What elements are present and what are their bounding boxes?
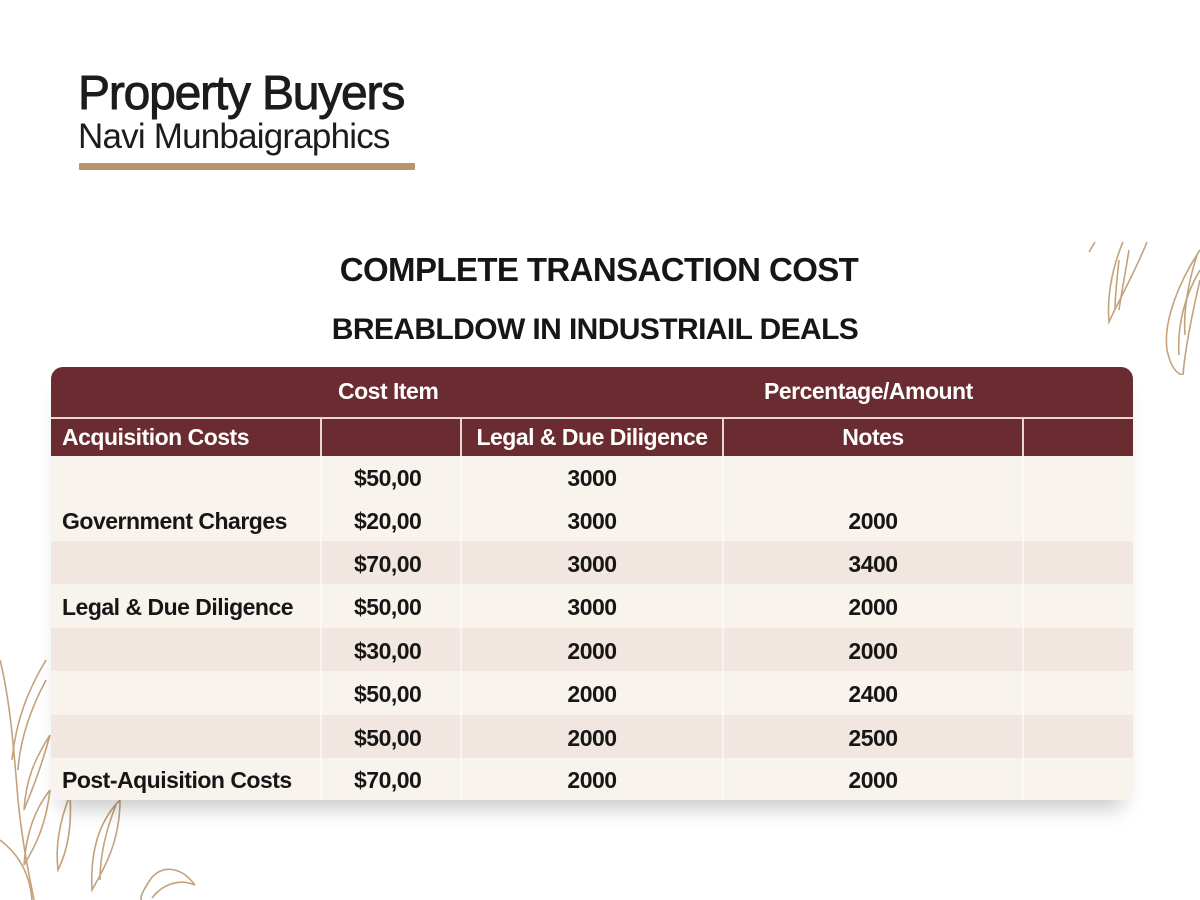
cell-amount: $20,00 (354, 508, 422, 534)
page-title-line2: BREABLDOW IN INDUSTRIAIL DEALS (331, 313, 859, 346)
cell-legal: 2000 (567, 767, 617, 793)
cell-legal: 3000 (567, 551, 617, 577)
table-row-band (51, 541, 1133, 584)
cell-legal: 3000 (567, 508, 617, 534)
group-header-cost-item: Cost Item (338, 378, 439, 404)
brand-subtitle: Navi Munbaigraphics (78, 117, 390, 156)
header-divider (51, 417, 1133, 419)
cell-amount: $50,00 (354, 465, 422, 491)
column-divider (320, 419, 322, 456)
column-divider (320, 456, 322, 800)
cell-notes: 2500 (848, 725, 898, 751)
page-title-line1: COMPLETE TRANSACTION COST (339, 251, 859, 288)
page-subtitle: BREABLDOW IN INDUSTRIAIL DEALS (0, 313, 1200, 347)
column-header-notes: Notes (842, 424, 904, 450)
cell-notes: 2000 (848, 638, 898, 664)
column-divider (460, 456, 462, 800)
table-row-group-1 (51, 456, 1133, 541)
table-row-band (51, 584, 1133, 628)
column-divider (460, 419, 462, 456)
brand-logo: Property Buyers Navi Munbaigraphics (78, 67, 406, 156)
cell-notes: 2400 (848, 681, 898, 707)
cell-notes: 3400 (848, 551, 898, 577)
page-title: COMPLETE TRANSACTION COST (0, 251, 1200, 289)
leaf-decoration-left-icon (0, 659, 196, 900)
cell-category: Post-Aquisition Costs (62, 767, 292, 793)
cell-legal: 2000 (567, 681, 617, 707)
cell-legal: 2000 (567, 638, 617, 664)
cost-table: Cost Item Percentage/Amount Acquisition … (51, 367, 1133, 800)
cell-legal: 3000 (567, 594, 617, 620)
cell-notes: 2000 (848, 594, 898, 620)
leaf-decoration-right-icon (1088, 241, 1200, 375)
cell-notes: 2000 (848, 767, 898, 793)
table-row-band (51, 628, 1133, 671)
brand-underline (79, 163, 415, 170)
cell-legal: 3000 (567, 465, 617, 491)
cell-notes: 2000 (848, 508, 898, 534)
cell-amount: $50,00 (354, 681, 422, 707)
cell-amount: $50,00 (354, 725, 422, 751)
cell-category: Legal & Due Diligence (62, 594, 294, 620)
table-row-band (51, 671, 1133, 715)
cell-amount: $70,00 (354, 767, 422, 793)
column-header-legal-due-diligence: Legal & Due Diligence (476, 424, 708, 450)
table-row-band (51, 758, 1133, 800)
group-header-percentage-amount: Percentage/Amount (764, 378, 973, 404)
cell-category: Government Charges (62, 508, 287, 534)
table-group-header: Cost Item Percentage/Amount (51, 367, 1133, 417)
cell-amount: $70,00 (354, 551, 422, 577)
cell-amount: $30,00 (354, 638, 422, 664)
table-column-header: Acquisition Costs Legal & Due Diligence … (51, 419, 1133, 456)
column-header-acquisition-costs: Acquisition Costs (62, 424, 250, 450)
column-divider (1022, 456, 1024, 800)
column-divider (722, 419, 724, 456)
cell-amount: $50,00 (354, 594, 422, 620)
column-divider (1022, 419, 1024, 456)
cell-legal: 2000 (567, 725, 617, 751)
brand-title: Property Buyers (78, 67, 406, 120)
column-divider (722, 456, 724, 800)
table-row-band (51, 715, 1133, 758)
